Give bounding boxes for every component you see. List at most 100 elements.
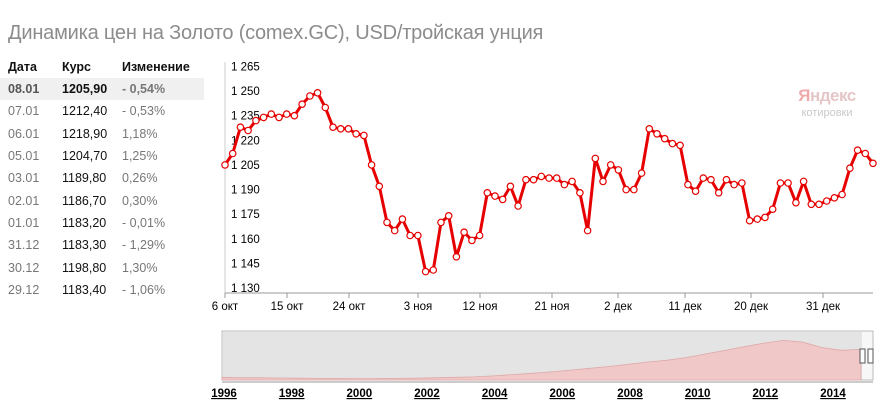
price-point (236, 123, 245, 132)
price-point (352, 130, 360, 138)
navigator-year-label: 1996 (211, 388, 237, 400)
price-point (591, 154, 600, 163)
quote-row[interactable]: 29.12 1183,40 - 1,06% (0, 279, 204, 301)
price-point (290, 111, 299, 120)
price-point (861, 149, 870, 158)
price-point (668, 139, 677, 148)
price-point (815, 200, 823, 209)
quote-row[interactable]: 05.01 1204,70 1,25% (0, 145, 204, 167)
quote-rate: 1183,20 (62, 215, 107, 230)
price-point (383, 218, 391, 227)
price-point (830, 194, 839, 202)
price-point (360, 131, 368, 140)
price-point (707, 175, 715, 184)
price-point (676, 141, 684, 150)
navigator-year-label: 2004 (482, 388, 508, 400)
price-point (776, 179, 785, 187)
price-point (282, 110, 291, 118)
quote-change: 0,30% (122, 193, 158, 208)
price-point (522, 175, 530, 184)
price-line (223, 91, 875, 274)
x-tick-label: 31 дек (806, 301, 841, 313)
header-change: Изменение (122, 60, 190, 74)
price-point (799, 177, 808, 186)
quote-row[interactable]: 07.01 1212,40 - 0,53% (0, 100, 204, 122)
navigator-year-label: 2008 (617, 388, 643, 400)
price-point (460, 228, 468, 237)
price-point (630, 185, 638, 194)
quote-rate: 1218,90 (62, 126, 108, 141)
price-point (313, 89, 322, 97)
x-tick-label: 11 дек (668, 301, 702, 313)
logo-caption: котировки (801, 107, 853, 119)
price-point (329, 123, 337, 132)
navigator-year-label: 2002 (414, 388, 440, 400)
price-point (614, 166, 623, 174)
price-point (822, 197, 831, 205)
navigator-year-label: 2000 (347, 388, 373, 400)
price-point (838, 190, 846, 199)
quote-change: 1,18% (122, 126, 158, 141)
quote-rate: 1189,80 (62, 171, 107, 186)
price-point (506, 182, 515, 191)
price-point (475, 231, 484, 240)
y-tick-label: 1 250 (231, 86, 260, 98)
navigator-year-label: 2012 (753, 388, 779, 400)
quote-date: 08.01 (0, 78, 62, 101)
quote-change: - 0,01% (122, 215, 166, 230)
quote-row[interactable]: 08.01 1205,90 - 0,54% (0, 78, 204, 101)
y-tick-label: 1 130 (231, 283, 260, 295)
chart-title: Динамика цен на Золото (comex.GC), USD/т… (8, 22, 544, 44)
price-point (498, 195, 507, 204)
price-point (784, 179, 792, 187)
quote-date: 03.01 (8, 171, 40, 186)
price-point (537, 172, 546, 181)
price-point (869, 159, 877, 168)
price-point (560, 180, 569, 189)
navigator-year-label: 2014 (820, 388, 846, 400)
x-tick-label: 24 окт (333, 301, 367, 313)
x-tick-label: 12 ноя (463, 301, 498, 313)
price-point (529, 175, 538, 184)
quote-row[interactable]: 06.01 1218,90 1,18% (0, 123, 204, 145)
price-point (622, 185, 630, 194)
quotes-header-row: Дата Курс Изменение (0, 56, 204, 78)
y-tick-label: 1 175 (231, 209, 260, 221)
y-tick-label: 1 265 (231, 62, 260, 74)
header-rate: Курс (62, 60, 92, 74)
price-point (660, 134, 669, 143)
quotes-table: Дата Курс Изменение 08.01 1205,90 - 0,54… (0, 56, 204, 301)
price-point (437, 218, 445, 227)
price-point (583, 226, 592, 235)
navigator-year-label: 2006 (550, 388, 576, 400)
quote-rate: 1204,70 (62, 149, 108, 164)
quote-change: - 0,54% (120, 78, 204, 101)
price-point (398, 215, 407, 223)
y-tick-label: 1 205 (231, 160, 260, 172)
price-point (637, 169, 646, 177)
price-point (699, 174, 708, 182)
quote-row[interactable]: 30.12 1198,80 1,30% (0, 256, 204, 278)
quote-row[interactable]: 01.01 1183,20 - 0,01% (0, 212, 204, 234)
y-tick-label: 1 190 (231, 185, 260, 197)
x-tick-label: 2 дек (604, 301, 633, 313)
price-point (645, 125, 654, 133)
quote-row[interactable]: 03.01 1189,80 0,26% (0, 167, 204, 189)
price-point (846, 164, 854, 173)
price-point (514, 202, 522, 210)
price-point (390, 226, 399, 235)
price-point (336, 125, 345, 133)
quote-row[interactable]: 31.12 1183,30 - 1,29% (0, 234, 204, 256)
price-point (306, 92, 314, 100)
quote-rate: 1205,90 (62, 78, 120, 101)
quote-row[interactable]: 02.01 1186,70 0,30% (0, 189, 204, 211)
price-point (545, 174, 553, 182)
quote-rate: 1186,70 (62, 193, 107, 208)
price-point (853, 146, 862, 155)
price-point (714, 189, 723, 197)
price-point (552, 174, 561, 182)
price-point (275, 113, 283, 122)
price-point (259, 113, 268, 122)
price-point (606, 161, 615, 169)
